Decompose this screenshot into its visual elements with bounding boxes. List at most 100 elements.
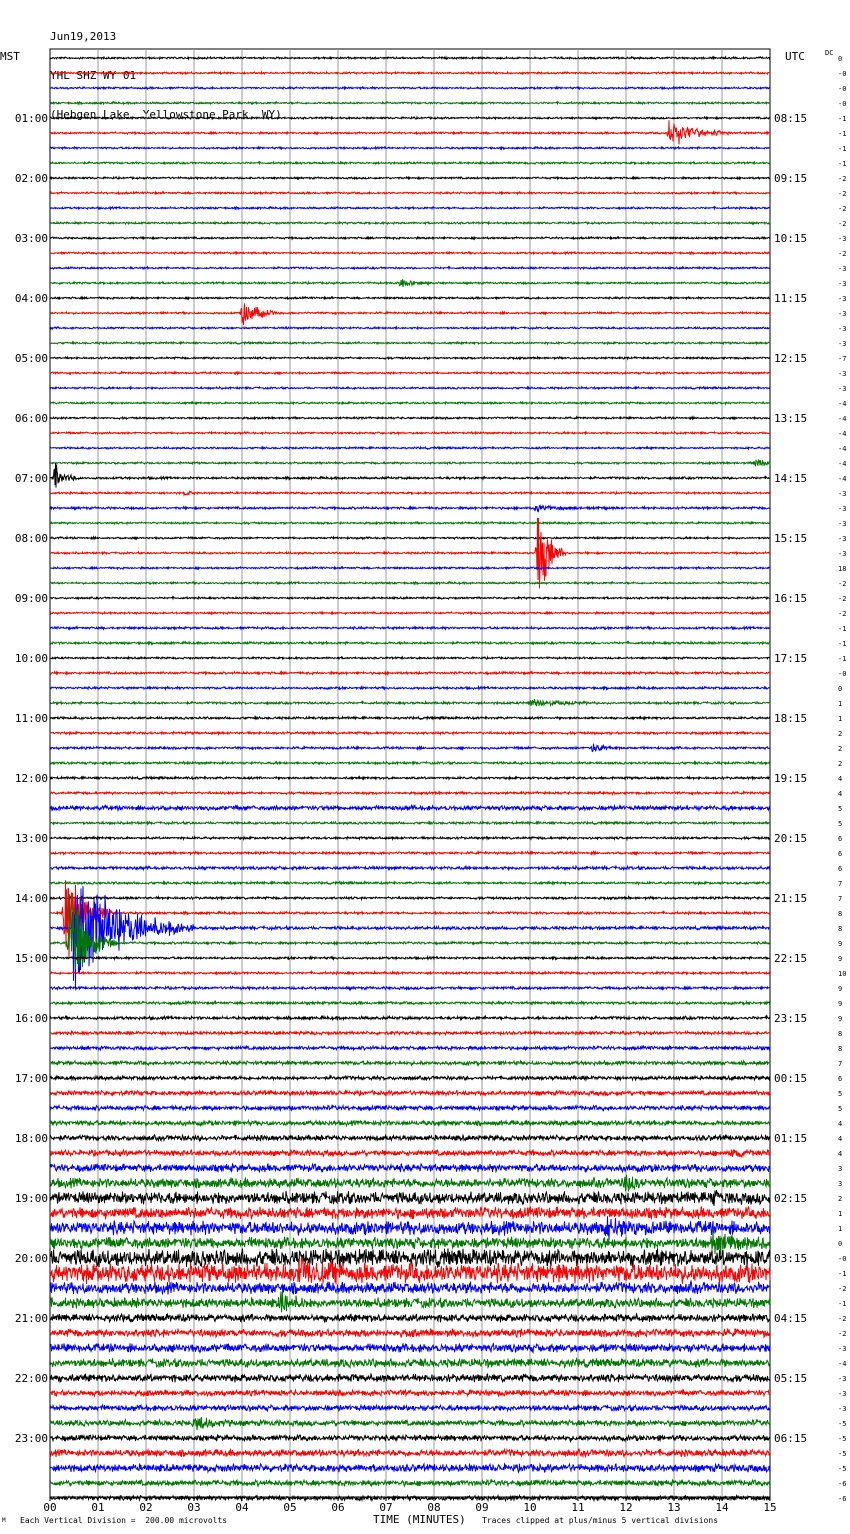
trace-line	[49, 1228, 771, 1255]
left-hour-label: 23:00	[15, 1432, 48, 1445]
dc-offset-label: 9	[838, 940, 842, 948]
dc-offset-label: -2	[838, 1330, 846, 1338]
left-hour-label: 18:00	[15, 1132, 48, 1145]
trace-line	[49, 1312, 771, 1324]
dc-offset-label: -2	[838, 250, 846, 258]
left-hour-label: 14:00	[15, 892, 48, 905]
dc-offset-label: 9	[838, 985, 842, 993]
trace-line	[49, 1478, 771, 1489]
trace-line	[49, 894, 771, 970]
dc-offset-label: -3	[838, 505, 846, 513]
trace-line	[49, 115, 771, 121]
dc-offset-label: 9	[838, 955, 842, 963]
trace-line	[49, 880, 771, 959]
dc-offset-label: 1	[838, 1210, 842, 1218]
dc-offset-label: -1	[838, 115, 846, 123]
dc-offset-label: -3	[838, 1390, 846, 1398]
trace-line	[49, 969, 771, 976]
dc-offset-label: 8	[838, 1045, 842, 1053]
trace-line	[49, 835, 771, 842]
dc-offset-label: -1	[838, 145, 846, 153]
trace-line	[49, 190, 771, 196]
trace-line	[49, 655, 771, 661]
x-tick-label: 14	[715, 1501, 729, 1514]
right-hour-label: 11:15	[774, 292, 807, 305]
trace-line	[50, 895, 771, 902]
right-hour-label: 13:15	[774, 412, 807, 425]
dc-offset-label: -3	[838, 550, 846, 558]
trace-line	[49, 295, 771, 301]
trace-line	[49, 803, 771, 813]
trace-line	[49, 385, 771, 391]
dc-offset-label: 1	[838, 715, 842, 723]
dc-offset-label: -1	[838, 625, 846, 633]
x-tick-label: 03	[187, 1501, 200, 1514]
dc-offset-label: -0	[838, 670, 846, 678]
left-hour-label: 20:00	[15, 1252, 48, 1265]
dc-offset-label: 2	[838, 760, 842, 768]
x-tick-label: 07	[379, 1501, 392, 1514]
left-hour-label: 02:00	[15, 172, 48, 185]
trace-line	[49, 1074, 771, 1082]
dc-offset-label: -2	[838, 175, 846, 183]
trace-line	[49, 445, 771, 451]
trace-line	[49, 595, 771, 601]
trace-line	[49, 160, 771, 166]
dc-offset-label: 0	[838, 55, 842, 63]
trace-line	[49, 1014, 771, 1022]
dc-offset-label: -1	[838, 160, 846, 168]
left-hour-label: 10:00	[15, 652, 48, 665]
dc-offset-label: 9	[838, 1015, 842, 1023]
left-hour-label: 08:00	[15, 532, 48, 545]
dc-offset-label: -3	[838, 370, 846, 378]
dc-offset-label: -4	[838, 415, 846, 423]
x-tick-label: 06	[331, 1501, 344, 1514]
dc-offset-label: -0	[838, 70, 846, 78]
trace-line	[49, 400, 771, 406]
trace-line	[49, 684, 771, 691]
trace-line	[50, 303, 771, 325]
right-hour-label: 16:15	[774, 592, 807, 605]
trace-line	[49, 1342, 771, 1355]
left-hour-label: 09:00	[15, 592, 48, 605]
plot-frame	[49, 48, 771, 1498]
chart-date: Jun19,2013	[50, 30, 117, 43]
dc-offset-label: -1	[838, 640, 846, 648]
dc-offset-label: -3	[838, 295, 846, 303]
dc-offset-label: -4	[838, 1360, 846, 1368]
right-hour-label: 12:15	[774, 352, 807, 365]
left-timezone-label: MST	[0, 50, 20, 63]
dc-offset-label: 10	[838, 970, 846, 978]
trace-line	[49, 490, 771, 497]
trace-line	[49, 370, 770, 376]
dc-offset-label: 4	[838, 1120, 842, 1128]
trace-line	[49, 1256, 771, 1285]
x-tick-label: 05	[283, 1501, 296, 1514]
clip-note: Traces clipped at plus/minus 5 vertical …	[482, 1516, 719, 1525]
dc-offset-label: 5	[838, 805, 842, 813]
dc-offset-label: 8	[838, 1030, 842, 1038]
left-hour-label: 04:00	[15, 292, 48, 305]
trace-line	[49, 1148, 771, 1159]
trace-line	[49, 1403, 771, 1413]
dc-offset-label: 5	[838, 1090, 842, 1098]
left-hour-label: 06:00	[15, 412, 48, 425]
dc-offset-label: -7	[838, 355, 846, 363]
trace-line	[49, 999, 771, 1007]
trace-line	[49, 70, 771, 76]
x-tick-label: 08	[427, 1501, 440, 1514]
right-hour-label: 17:15	[774, 652, 807, 665]
dc-offset-label: 8	[838, 910, 842, 918]
x-tick-label: 12	[619, 1501, 632, 1514]
axis-labels: 00 01 02 03 04 05 06 07 08 09 10 11 12 13 14 150-0-0-0-…	[15, 55, 847, 1514]
right-hour-label: 00:15	[774, 1072, 807, 1085]
trace-line	[49, 730, 771, 737]
dc-offset-label: 6	[838, 865, 842, 873]
dc-offset-label: 6	[838, 835, 842, 843]
trace-line	[49, 1174, 771, 1192]
dc-offset-label: 0	[838, 1240, 842, 1248]
dc-offset-label: 4	[838, 775, 842, 783]
trace-line	[49, 879, 771, 887]
trace-line	[49, 1044, 771, 1052]
dc-offset-label: -2	[838, 610, 846, 618]
